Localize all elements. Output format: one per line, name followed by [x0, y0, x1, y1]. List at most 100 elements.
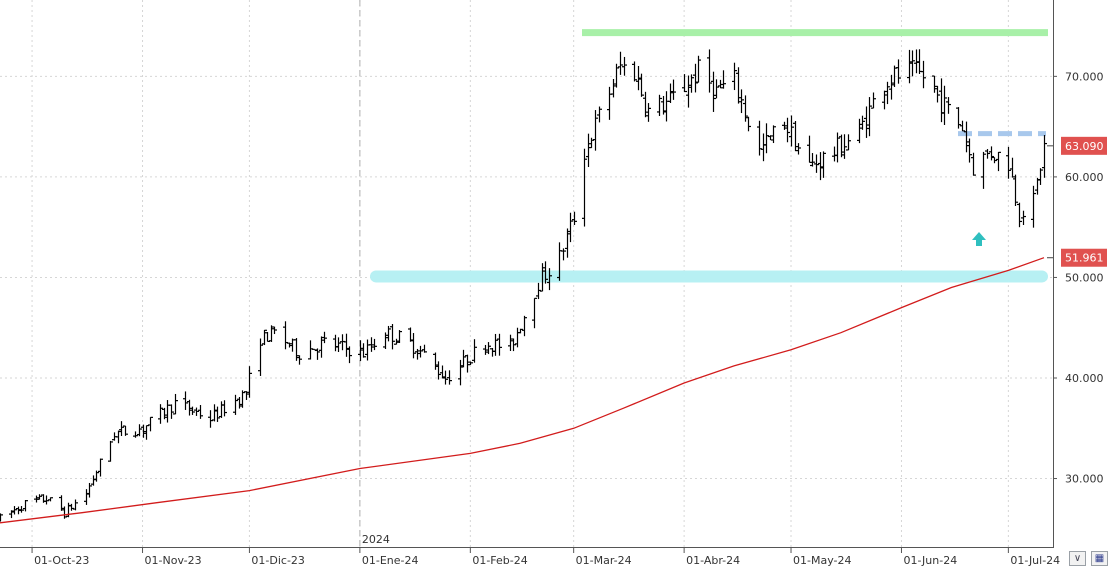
ohlc-bar	[187, 399, 192, 416]
ohlc-bar	[98, 458, 103, 477]
ohlc-bar	[336, 337, 341, 353]
ohlc-bar	[344, 333, 349, 357]
y-tick-label: 50.000	[1065, 271, 1104, 284]
ohlc-bar	[237, 396, 242, 409]
ohlc-bar	[921, 60, 926, 89]
ohlc-bar	[935, 85, 940, 103]
ohlc-bar	[493, 333, 498, 356]
resistance-zone	[582, 29, 1048, 37]
moving-average-badge: 51.961	[1047, 248, 1107, 267]
support-zone	[370, 270, 1048, 283]
ohlc-bar	[397, 330, 402, 343]
ohlc-bar	[244, 391, 249, 400]
ohlc-bar	[789, 115, 794, 147]
ohlc-bar	[1013, 174, 1018, 207]
ohlc-bar	[764, 123, 769, 154]
ohlc-bar	[137, 424, 142, 437]
ohlc-bar	[639, 73, 644, 97]
last-price-badge: 63.090	[1047, 136, 1107, 155]
ohlc-bar	[989, 146, 994, 161]
ohlc-bar	[262, 329, 267, 346]
ohlc-bar	[283, 321, 288, 350]
ohlc-bar	[158, 404, 163, 424]
ohlc-bar	[981, 151, 986, 189]
ohlc-bar	[272, 326, 277, 335]
ohlc-bar	[358, 340, 363, 362]
ohlc-bar	[59, 495, 64, 511]
ohlc-bar	[636, 65, 641, 91]
ohlc-bar	[946, 97, 951, 114]
ohlc-bar	[297, 355, 302, 365]
ohlc-bar	[1021, 210, 1026, 226]
x-tick-label: 01-Nov-23	[145, 554, 202, 567]
y-tick-label: 30.000	[1065, 473, 1104, 486]
ohlc-bar	[408, 327, 413, 342]
ohlc-bar	[885, 81, 890, 105]
ohlc-bar	[48, 497, 53, 502]
ohlc-bar	[44, 495, 49, 505]
ohlc-bar	[443, 370, 448, 385]
ohlc-bar	[657, 94, 662, 116]
ohlc-bar	[265, 332, 270, 342]
ohlc-bar	[964, 121, 969, 153]
ohlc-bar	[369, 337, 374, 352]
ohlc-bar	[846, 134, 851, 151]
ohlc-bar	[386, 325, 391, 342]
ohlc-bar	[743, 95, 748, 122]
ohlc-bar	[497, 333, 502, 356]
moving-average-badge-label: 51.961	[1065, 252, 1104, 265]
ohlc-bar	[736, 67, 741, 104]
x-tick-label: 01-May-24	[793, 554, 851, 567]
x-tick-label: 01-Jul-24	[1010, 554, 1060, 567]
ohlc-bar	[607, 86, 612, 120]
ohlc-bar	[689, 74, 694, 93]
ohlc-bar	[992, 156, 997, 164]
ohlc-bar	[582, 148, 587, 227]
ohlc-bar	[686, 75, 691, 108]
collapse-chevrons-icon[interactable]: ∨	[1069, 551, 1086, 566]
ohlc-bar	[757, 120, 762, 156]
x-tick-label: 01-Oct-23	[34, 554, 89, 567]
ohlc-bar	[942, 85, 947, 125]
ohlc-bar	[372, 338, 377, 351]
ohlc-bar	[871, 92, 876, 109]
moving-average-badge-background	[1061, 248, 1107, 267]
ohlc-bar	[23, 500, 28, 512]
ohlc-bar	[483, 344, 488, 355]
ohlc-bar	[842, 134, 847, 159]
ohlc-bar	[907, 49, 912, 84]
ohlc-bar	[490, 347, 495, 357]
ohlc-bar	[84, 489, 89, 505]
ohlc-bar	[12, 506, 17, 515]
save-icon[interactable]: ▦	[1091, 551, 1108, 566]
ohlc-bar	[782, 121, 787, 130]
ohlc-bar	[561, 248, 566, 261]
ohlc-bar	[458, 359, 463, 386]
ohlc-bar	[860, 115, 865, 130]
ohlc-bar	[87, 482, 92, 498]
ohlc-bar	[971, 152, 976, 176]
ohlc-bar	[390, 324, 395, 350]
ohlc-bar	[69, 503, 74, 511]
ohlc-bar	[643, 91, 648, 118]
ohlc-bar	[148, 416, 153, 432]
ohlc-bar	[119, 421, 124, 437]
ohlc-bar	[746, 116, 751, 132]
ohlc-bar	[693, 63, 698, 93]
ohlc-bar	[771, 125, 776, 144]
ohlc-bar	[233, 394, 238, 415]
grid	[0, 0, 1053, 547]
ohlc-bar	[198, 405, 203, 419]
ohlc-bar	[162, 407, 167, 420]
ohlc-bar	[144, 425, 149, 440]
ohlc-bar	[173, 393, 178, 415]
ohlc-bar	[440, 365, 445, 379]
ohlc-bar	[682, 74, 687, 93]
ohlc-bar	[315, 348, 320, 360]
ohlc-bar	[821, 151, 826, 178]
ohlc-bar	[718, 79, 723, 89]
ohlc-bar	[37, 494, 42, 500]
ohlc-bar	[611, 79, 616, 98]
ohlc-bar	[761, 133, 766, 162]
ohlc-bar	[867, 97, 872, 137]
